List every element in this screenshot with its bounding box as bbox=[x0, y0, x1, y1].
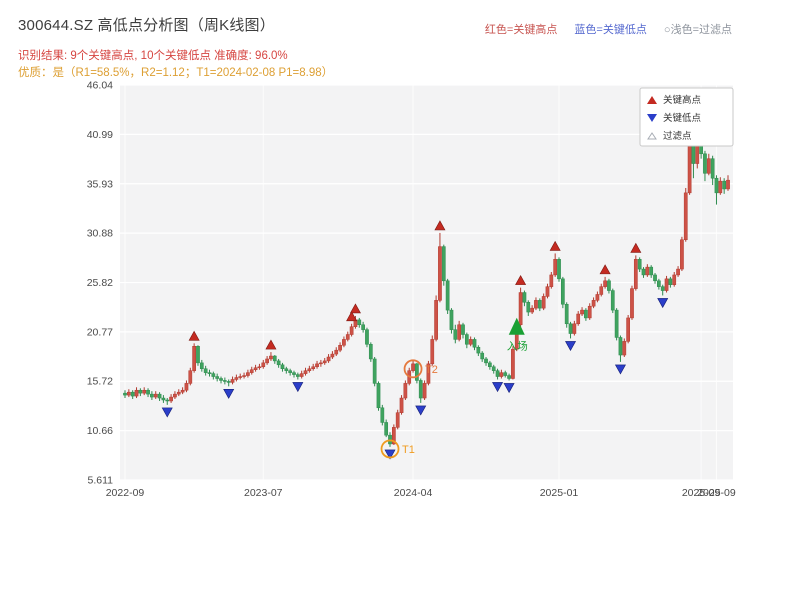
y-tick-label: 35.93 bbox=[87, 178, 113, 190]
legend-item-label: 关键高点 bbox=[663, 94, 702, 106]
key-low-triangle-icon bbox=[292, 382, 304, 393]
highlight-circle-icon bbox=[403, 359, 423, 379]
entry-label: 入场 bbox=[507, 340, 528, 353]
x-tick-label: 2025-09 bbox=[682, 487, 721, 499]
y-tick-label: 46.04 bbox=[87, 80, 113, 92]
key-low-triangle-icon bbox=[384, 449, 396, 460]
color-key-high: 红色=关键高点 bbox=[484, 24, 558, 36]
x-tick-label: 2024-04 bbox=[394, 487, 433, 499]
y-tick-label: 15.72 bbox=[87, 376, 113, 388]
key-low-triangle-icon bbox=[492, 382, 504, 393]
quality-summary: 优质：是（R1=58.5%，R2=1.12；T1=2024-02-08 P1=8… bbox=[18, 67, 334, 79]
legend-item-label: 过滤点 bbox=[663, 130, 692, 142]
grid-lines bbox=[120, 84, 733, 481]
x-tick-label: 2025-01 bbox=[540, 487, 579, 499]
annotation-label: T2 bbox=[425, 364, 438, 376]
candlestick-series bbox=[123, 124, 730, 447]
open-triangle-icon bbox=[647, 132, 657, 140]
color-key-filter: ○浅色=过滤点 bbox=[663, 24, 732, 36]
y-tick-label: 10.66 bbox=[87, 425, 113, 437]
annotations: T1 T2 入场 bbox=[380, 317, 528, 459]
key-low-triangle-icon bbox=[657, 298, 669, 309]
key-low-triangle-icon bbox=[614, 364, 626, 375]
x-axis-labels: 2022-09 2023-07 2024-04 2025-01 2025-092025-… bbox=[106, 487, 736, 499]
legend-item-label: 关键低点 bbox=[663, 112, 702, 124]
key-low-triangle-icon bbox=[415, 405, 427, 416]
key-high-triangle-icon bbox=[434, 220, 446, 231]
y-tick-label: 5.611 bbox=[88, 475, 114, 487]
y-tick-label: 40.99 bbox=[87, 129, 113, 141]
key-high-markers bbox=[188, 220, 642, 350]
key-high-triangle-icon bbox=[188, 330, 200, 341]
annotation-label: T1 bbox=[402, 444, 415, 456]
entry-triangle-icon bbox=[508, 317, 525, 335]
key-high-triangle-icon bbox=[549, 240, 561, 251]
key-low-triangle-icon bbox=[503, 383, 515, 394]
key-high-triangle-icon bbox=[515, 275, 527, 285]
up-triangle-icon bbox=[647, 96, 657, 104]
down-triangle-icon bbox=[647, 114, 657, 122]
x-tick-label: 2025-09 bbox=[697, 487, 736, 499]
recognition-result: 识别结果: 9个关键高点, 10个关键低点 准确度: 96.0% bbox=[18, 50, 288, 62]
key-low-markers bbox=[161, 298, 669, 460]
x-tick-label: 2023-07 bbox=[244, 487, 283, 499]
key-high-triangle-icon bbox=[349, 303, 361, 314]
key-low-triangle-icon bbox=[565, 341, 577, 352]
key-high-triangle-icon bbox=[630, 242, 642, 253]
y-tick-label: 30.88 bbox=[87, 228, 113, 240]
y-tick-label: 25.82 bbox=[87, 277, 113, 289]
color-key: 红色=关键高点 蓝色=关键低点 ○浅色=过滤点 bbox=[471, 21, 732, 37]
x-tick-label: 2022-09 bbox=[106, 487, 145, 499]
key-low-triangle-icon bbox=[161, 407, 173, 418]
page-title: 300644.SZ 高低点分析图（周K线图） bbox=[18, 17, 275, 34]
y-axis-labels: 46.04 40.99 35.93 30.88 25.82 20.77 15.72 10.66… bbox=[87, 80, 113, 487]
key-high-triangle-icon bbox=[599, 264, 611, 275]
highlight-circle-icon bbox=[380, 439, 400, 459]
y-tick-label: 20.77 bbox=[87, 326, 113, 338]
key-high-triangle-icon bbox=[346, 311, 358, 322]
key-high-triangle-icon bbox=[265, 339, 277, 350]
key-low-triangle-icon bbox=[223, 389, 235, 399]
color-key-low: 蓝色=关键低点 bbox=[574, 24, 647, 36]
